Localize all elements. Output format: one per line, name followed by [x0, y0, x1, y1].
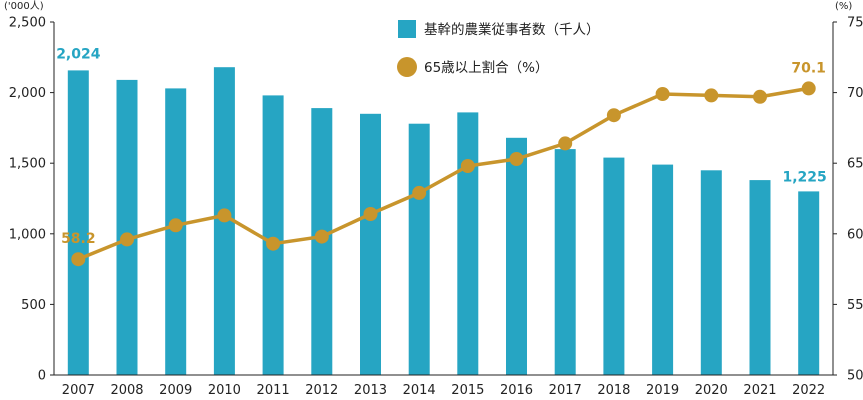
bar-last-data-label: 1,225 — [783, 169, 827, 185]
bar-2022 — [798, 191, 820, 375]
legend: 基幹的農業従事者数（千人） 65歳以上割合（%） — [397, 20, 600, 77]
left-axis-unit: ('000人) — [4, 0, 44, 12]
x-tick-label: 2013 — [354, 383, 387, 398]
line-point-2012 — [314, 229, 329, 244]
bar-2017 — [554, 149, 576, 375]
x-tick-label: 2017 — [549, 383, 582, 398]
x-tick-label: 2007 — [62, 383, 95, 398]
left-tick-label: 2,500 — [9, 16, 46, 31]
line-point-2010 — [217, 208, 232, 223]
right-axis-ticks: 50 55 60 65 70 75 — [833, 16, 863, 384]
legend-bar-label: 基幹的農業従事者数（千人） — [424, 21, 600, 38]
right-tick-label: 70 — [847, 86, 863, 101]
bar-2013 — [360, 113, 381, 376]
x-tick-label: 2011 — [257, 383, 290, 398]
line-point-2016 — [509, 152, 524, 166]
x-tick-label: 2009 — [159, 383, 192, 398]
x-tick-label: 2014 — [403, 383, 436, 398]
line-series — [77, 86, 809, 261]
x-tick-label: 2019 — [646, 383, 679, 398]
x-tick-label: 2016 — [500, 383, 533, 398]
legend-bar-swatch — [398, 20, 416, 38]
line-point-2009 — [168, 218, 183, 233]
legend-line-label: 65歳以上割合（%） — [424, 59, 549, 76]
bar-2016 — [506, 137, 527, 375]
line-point-2017 — [558, 136, 573, 151]
line-points — [71, 81, 816, 267]
x-axis-ticks: 2007 2008 2009 2010 2011 2012 2013 2014 2015 2016… — [62, 383, 825, 398]
legend-line-swatch — [397, 57, 417, 77]
line-point-2019 — [655, 87, 670, 101]
right-axis-unit: (%) — [835, 1, 852, 12]
line-point-2011 — [266, 236, 281, 251]
x-tick-label: 2008 — [110, 383, 143, 398]
x-tick-label: 2022 — [792, 383, 825, 398]
bar-2007 — [67, 70, 89, 376]
line-point-2014 — [412, 185, 427, 200]
right-tick-label: 60 — [847, 227, 863, 242]
right-tick-label: 65 — [847, 157, 863, 172]
line-point-2008 — [120, 232, 134, 247]
bar-2020 — [700, 170, 722, 375]
line-point-2021 — [753, 89, 767, 104]
left-tick-label: 0 — [38, 369, 46, 384]
left-tick-label: 2,000 — [9, 86, 46, 101]
right-tick-label: 75 — [847, 16, 863, 31]
x-tick-label: 2010 — [208, 383, 241, 398]
bar-first-data-label: 2,024 — [56, 46, 101, 62]
line-first-data-label: 58.2 — [61, 231, 96, 247]
bar-2019 — [652, 164, 674, 375]
bar-2014 — [408, 123, 430, 375]
line-point-2020 — [704, 88, 719, 103]
line-point-2013 — [363, 207, 378, 221]
line-point-2007 — [71, 252, 86, 267]
bar-2018 — [603, 157, 625, 375]
line-point-2015 — [460, 159, 475, 173]
x-tick-label: 2012 — [305, 383, 338, 398]
line-point-2018 — [606, 108, 621, 123]
left-axis-ticks: 0 500 1,000 1,500 2,000 2,500 — [9, 16, 54, 384]
line-point-2022 — [801, 81, 816, 96]
bar-2021 — [749, 180, 771, 375]
x-tick-label: 2021 — [743, 383, 776, 398]
x-tick-label: 2018 — [597, 383, 630, 398]
bar-2008 — [116, 79, 138, 376]
bar-2015 — [457, 112, 479, 376]
left-tick-label: 1,500 — [9, 157, 46, 172]
left-tick-label: 1,000 — [9, 227, 46, 242]
bar-2011 — [262, 95, 284, 376]
right-tick-label: 50 — [847, 369, 863, 384]
x-tick-label: 2020 — [695, 383, 728, 398]
x-tick-label: 2015 — [451, 383, 484, 398]
right-tick-label: 55 — [847, 298, 863, 313]
line-last-data-label: 70.1 — [791, 60, 826, 76]
left-tick-label: 500 — [21, 298, 46, 313]
